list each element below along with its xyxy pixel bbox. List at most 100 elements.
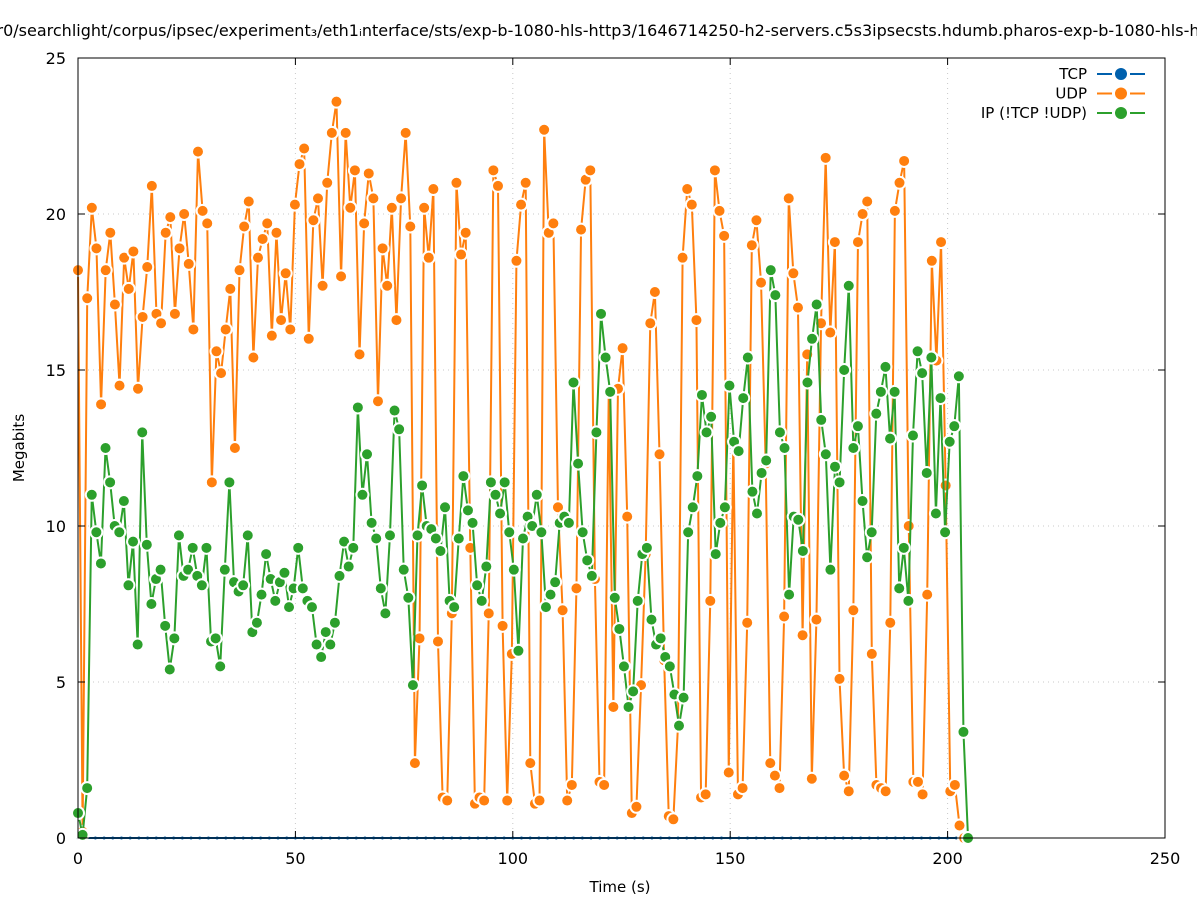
data-point — [255, 231, 270, 246]
data-point — [924, 350, 939, 365]
data-point — [543, 587, 558, 602]
data-point — [426, 182, 441, 197]
data-point — [112, 378, 127, 393]
data-point — [878, 784, 893, 799]
data-point — [447, 600, 462, 615]
data-point — [800, 375, 815, 390]
data-point — [465, 515, 480, 530]
data-point — [772, 781, 787, 796]
data-point — [380, 278, 395, 293]
data-point — [375, 241, 390, 256]
data-point — [135, 425, 150, 440]
data-point — [574, 222, 589, 237]
data-point — [823, 325, 838, 340]
data-point — [277, 565, 292, 580]
chart-title: r0/searchlight/corpus/ipsec/experiment₃/… — [0, 21, 1197, 40]
data-point — [841, 278, 856, 293]
data-point — [301, 331, 316, 346]
data-point — [892, 581, 907, 596]
data-point — [382, 528, 397, 543]
data-point — [731, 444, 746, 459]
data-point — [818, 150, 833, 165]
data-point — [662, 659, 677, 674]
data-point — [470, 578, 485, 593]
data-point — [790, 300, 805, 315]
data-point — [502, 525, 517, 540]
data-point — [222, 475, 237, 490]
data-point — [107, 297, 122, 312]
data-point — [130, 637, 145, 652]
data-point — [603, 384, 618, 399]
y-tick-label: 20 — [46, 205, 66, 224]
data-point — [612, 621, 627, 636]
data-point — [626, 684, 641, 699]
data-point — [181, 256, 196, 271]
data-point — [80, 781, 95, 796]
data-point — [355, 487, 370, 502]
data-point — [685, 500, 700, 515]
data-point — [594, 306, 609, 321]
data-point — [942, 434, 957, 449]
data-point — [951, 369, 966, 384]
data-point — [410, 528, 425, 543]
data-point — [749, 506, 764, 521]
data-point — [236, 578, 251, 593]
data-point — [681, 525, 696, 540]
data-point — [869, 406, 884, 421]
data-point — [571, 456, 586, 471]
data-point — [690, 469, 705, 484]
data-point — [606, 699, 621, 714]
data-point — [814, 412, 829, 427]
data-point — [361, 166, 376, 181]
data-point — [241, 194, 256, 209]
data-point — [689, 313, 704, 328]
data-point — [546, 216, 561, 231]
data-point — [195, 203, 210, 218]
data-point — [357, 216, 372, 231]
data-point — [162, 662, 177, 677]
data-point — [135, 309, 150, 324]
data-point — [116, 494, 131, 509]
data-point — [477, 793, 492, 808]
data-point — [185, 540, 200, 555]
data-point — [855, 207, 870, 221]
data-point — [583, 163, 598, 178]
x-tick-label: 200 — [932, 849, 963, 868]
data-point — [901, 593, 916, 608]
data-point — [561, 515, 576, 530]
data-point — [287, 197, 302, 212]
data-point — [315, 278, 330, 293]
data-point — [920, 587, 935, 602]
data-point — [200, 216, 215, 231]
data-point — [721, 765, 736, 780]
data-point — [827, 235, 842, 250]
data-point — [910, 344, 925, 359]
data-point — [910, 774, 925, 789]
data-point — [378, 606, 393, 621]
data-point — [897, 153, 912, 168]
data-point — [278, 266, 293, 281]
data-point — [401, 590, 416, 605]
data-point — [892, 175, 907, 190]
data-point — [403, 219, 418, 234]
data-point — [832, 475, 847, 490]
data-point — [460, 503, 475, 518]
data-point — [89, 525, 104, 540]
data-point — [421, 250, 436, 265]
data-point — [493, 506, 508, 521]
data-point — [630, 593, 645, 608]
data-point — [98, 263, 113, 278]
data-point — [495, 618, 510, 633]
data-point — [490, 178, 505, 193]
data-point — [167, 631, 182, 646]
data-point — [589, 425, 604, 440]
data-point — [754, 465, 769, 480]
data-point — [80, 291, 95, 306]
data-point — [864, 525, 879, 540]
data-point — [297, 141, 312, 156]
data-point — [644, 612, 659, 627]
x-axis-label: Time (s) — [589, 878, 651, 896]
y-tick-label: 5 — [56, 673, 66, 692]
data-point — [126, 534, 141, 549]
